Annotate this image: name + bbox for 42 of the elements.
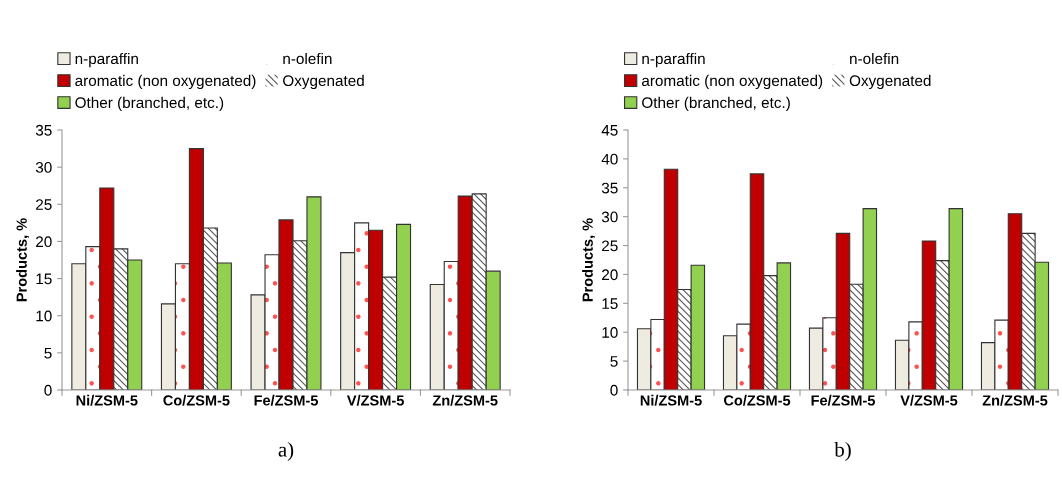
y-tick-label: 25 [36, 199, 52, 210]
legend-label: n-olefin [850, 52, 899, 65]
x-tick-label: V/ZSM-5 [346, 394, 404, 406]
y-tick-label: 35 [35, 124, 52, 136]
legend-label: Other (branched, etc.) [75, 96, 224, 112]
legend-label: n-olefin [283, 52, 332, 65]
legend-label: n-paraffin [75, 52, 138, 68]
legend-label: n-paraffin [642, 52, 705, 68]
y-axis-title: Products, % [16, 218, 29, 302]
y-tick-label: 20 [36, 236, 52, 248]
x-tick-label: Fe/ZSM-5 [811, 394, 876, 406]
y-tick-label: 20 [602, 269, 618, 281]
x-tick-label: Co/ZSM-5 [163, 394, 230, 406]
y-tick-label: 45 [601, 125, 618, 136]
text: a) [278, 442, 294, 461]
text: b) [834, 442, 851, 461]
y-tick-label: 5 [610, 356, 618, 367]
legend-label: aromatic (non oxygenated) [642, 74, 823, 90]
x-tick-label: Ni/ZSM-5 [640, 394, 702, 406]
y-tick-label: 0 [44, 384, 52, 396]
y-tick-label: 30 [35, 162, 52, 173]
y-tick-label: 40 [601, 153, 618, 165]
y-tick-label: 30 [601, 211, 618, 223]
x-tick-label: Zn/ZSM-5 [982, 394, 1048, 406]
legend-label: Oxygenated [849, 74, 931, 90]
y-tick-label: 25 [602, 240, 618, 252]
x-tick-label: Zn/ZSM-5 [432, 394, 498, 406]
y-tick-label: 35 [601, 182, 618, 194]
y-tick-label: 10 [602, 327, 618, 338]
legend-label: Other (branched, etc.) [642, 96, 790, 112]
legend-label: Oxygenated [283, 74, 364, 90]
y-tick-label: 15 [602, 298, 618, 310]
y-tick-label: 15 [36, 273, 52, 285]
legend-label: aromatic (non oxygenated) [75, 74, 256, 90]
y-tick-label: 0 [610, 384, 618, 396]
x-tick-label: Co/ZSM-5 [723, 394, 791, 406]
x-tick-label: V/ZSM-5 [900, 394, 958, 406]
x-tick-label: Ni/ZSM-5 [76, 394, 138, 406]
y-tick-label: 5 [44, 347, 52, 359]
x-tick-label: Fe/ZSM-5 [254, 394, 319, 406]
y-axis-title: Products, % [582, 218, 595, 302]
y-tick-label: 10 [36, 310, 52, 322]
